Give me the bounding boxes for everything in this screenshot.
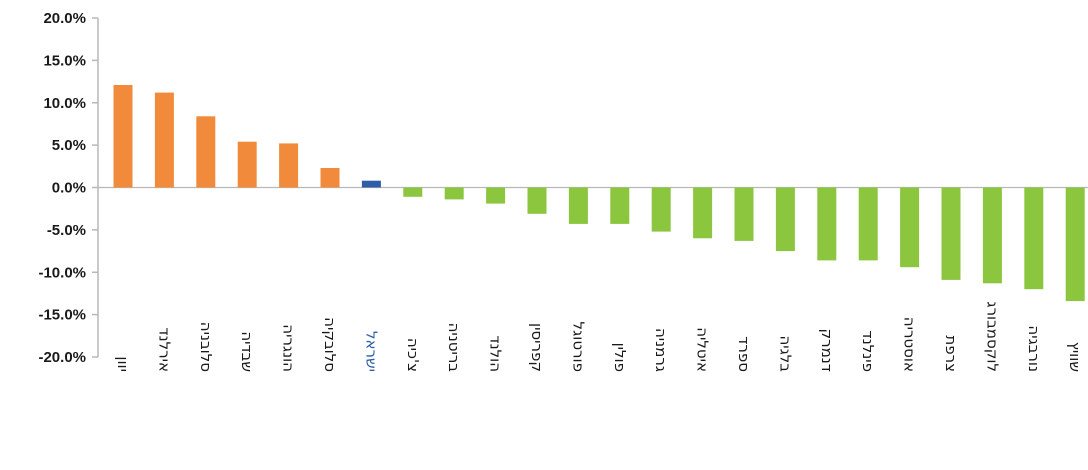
x-category-label: אוסטריה xyxy=(901,317,919,372)
y-tick-label: -15.0% xyxy=(38,307,86,324)
bar xyxy=(610,187,630,224)
bar xyxy=(486,187,506,204)
x-category-label: יוון xyxy=(114,356,132,372)
x-category-label: שבדיה xyxy=(238,331,256,372)
bar xyxy=(196,116,216,188)
x-category-label: אירלנד xyxy=(155,327,173,372)
bar xyxy=(817,187,837,261)
y-axis: 20.0% 15.0% 10.0% 5.0% 0.0% -5.0% -10.0% -15.0%… xyxy=(38,10,1088,366)
y-tick-label: -5.0% xyxy=(47,222,86,239)
x-category-label: פורטוגל xyxy=(569,322,587,372)
bar xyxy=(113,85,133,188)
bar xyxy=(320,168,340,188)
x-category-label: בלגיה xyxy=(776,335,794,372)
bar xyxy=(444,187,464,200)
x-category-label: נורבגיה xyxy=(1025,325,1043,372)
x-category-label: סלובניה xyxy=(197,322,215,372)
bar xyxy=(775,187,795,252)
y-tick-label: -10.0% xyxy=(38,264,86,281)
bars xyxy=(113,85,1085,302)
y-tick-label: -20.0% xyxy=(38,349,86,366)
x-axis-labels: יוון אירלנד סלובניה שבדיה הונגריה סלובקיה ישרא… xyxy=(114,301,1084,372)
x-category-label: שוויץ xyxy=(1066,342,1084,372)
x-category-label: ישראל xyxy=(362,331,380,372)
x-category-label: פולין xyxy=(611,343,629,372)
x-category-label: ספרד xyxy=(735,336,753,372)
bar xyxy=(1065,187,1085,302)
x-category-label: דנמרק xyxy=(818,329,836,373)
bar xyxy=(941,187,961,280)
bar xyxy=(900,187,920,268)
bar xyxy=(982,187,1002,284)
x-category-label: גרמניה xyxy=(652,328,670,372)
y-tick-label: 10.0% xyxy=(43,95,86,112)
x-category-label: לוקסמבורג xyxy=(983,301,1001,372)
bar xyxy=(361,180,381,188)
bar xyxy=(403,187,423,197)
x-category-label: בריטניה xyxy=(445,323,463,373)
bar xyxy=(1024,187,1044,290)
x-category-label: פינלנד xyxy=(859,331,877,372)
bar xyxy=(237,141,257,188)
bar xyxy=(527,187,547,214)
x-category-label: הולנד xyxy=(487,335,505,372)
bar xyxy=(651,187,671,232)
bar xyxy=(568,187,588,224)
x-category-label: צ'כיה xyxy=(404,338,422,372)
y-tick-label: 5.0% xyxy=(52,137,86,154)
y-tick-label: 0.0% xyxy=(52,180,86,197)
bar xyxy=(154,92,174,188)
y-tick-label: 20.0% xyxy=(43,10,86,27)
y-tick-label: 15.0% xyxy=(43,52,86,69)
bar xyxy=(858,187,878,261)
x-category-label: הונגריה xyxy=(280,324,298,372)
x-category-label: סלובקיה xyxy=(321,317,339,372)
bar xyxy=(693,187,713,239)
x-category-label: קפריסין xyxy=(528,323,546,372)
bar xyxy=(279,143,299,188)
x-category-label: איטליה xyxy=(694,327,712,372)
bar xyxy=(734,187,754,241)
x-category-label: צרפת xyxy=(942,335,960,372)
